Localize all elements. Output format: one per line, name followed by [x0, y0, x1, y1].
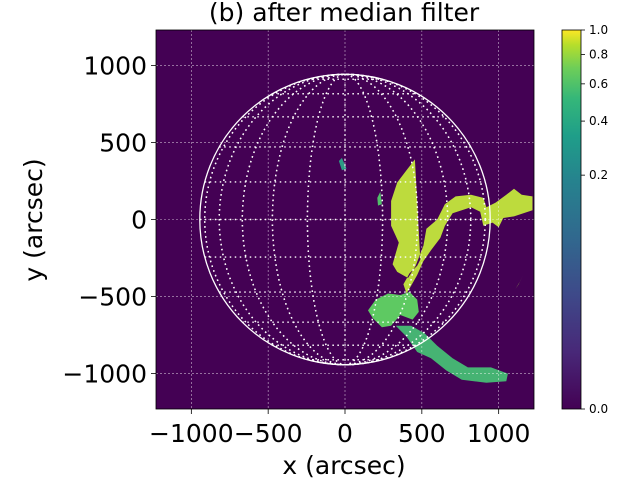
- colorbar: [561, 29, 582, 410]
- emission-region-4: [377, 191, 382, 206]
- x-tick-label: −1000: [149, 419, 234, 448]
- y-axis-label: y (arcsec): [19, 158, 48, 281]
- x-axis-ticks: −1000 −500 0 500 1000: [149, 409, 530, 448]
- chart-title: (b) after median filter: [209, 0, 480, 27]
- y-tick-label: 500: [99, 128, 147, 157]
- y-tick-label: 0: [131, 206, 147, 235]
- y-axis-ticks: −1000 −500 0 500 1000: [62, 51, 156, 389]
- x-axis-label: x (arcsec): [282, 451, 405, 480]
- x-tick-label: 1000: [467, 419, 531, 448]
- colorbar-tick-label: 0.8: [589, 48, 608, 62]
- x-tick-label: 500: [398, 419, 446, 448]
- meridian-line: [241, 73, 449, 366]
- colorbar-tick-label: 0.0: [589, 402, 608, 416]
- colorbar-tick-label: 0.6: [589, 77, 608, 91]
- colorbar-tick-label: 0.2: [589, 168, 608, 182]
- x-tick-label: 0: [337, 419, 353, 448]
- y-tick-label: −1000: [62, 360, 147, 389]
- y-tick-label: 1000: [83, 51, 147, 80]
- colorbar-tick-label: 0.4: [589, 114, 608, 128]
- emission-region-1: [391, 159, 533, 294]
- y-tick-label: −500: [78, 283, 147, 312]
- emission-region-5: [338, 157, 347, 171]
- emission-region-2: [368, 291, 419, 328]
- colorbar-tick-label: 1.0: [589, 23, 608, 37]
- colorbar-ticks: 0.0 0.2 0.4 0.6 0.8 1.0: [581, 23, 608, 416]
- x-tick-label: −500: [234, 419, 303, 448]
- solar-disk-grid: [199, 73, 491, 366]
